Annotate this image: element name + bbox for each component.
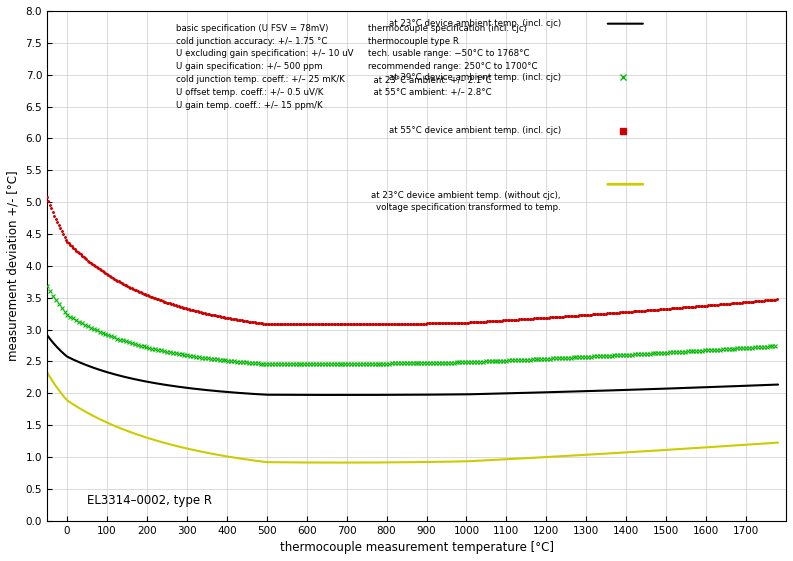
Text: at 23°C device ambient temp. (without cjc),
voltage specification transformed to: at 23°C device ambient temp. (without cj… [371,191,561,211]
Y-axis label: measurement deviation +/- [°C]: measurement deviation +/- [°C] [7,171,20,361]
Text: thermocouple specification (incl. cjc)
thermocouple type R
tech. usable range: −: thermocouple specification (incl. cjc) t… [369,24,538,97]
Text: EL3314–0002, type R: EL3314–0002, type R [87,494,212,507]
Text: basic specification (U FSV = 78mV)
cold junction accuracy: +/– 1.75 °C
U excludi: basic specification (U FSV = 78mV) cold … [176,24,354,110]
Text: at 39°C device ambient temp. (incl. cjc): at 39°C device ambient temp. (incl. cjc) [389,73,561,82]
X-axis label: thermocouple measurement temperature [°C]: thermocouple measurement temperature [°C… [279,541,554,554]
Text: at 23°C device ambient temp. (incl. cjc): at 23°C device ambient temp. (incl. cjc) [389,19,561,28]
Text: at 55°C device ambient temp. (incl. cjc): at 55°C device ambient temp. (incl. cjc) [389,126,561,135]
